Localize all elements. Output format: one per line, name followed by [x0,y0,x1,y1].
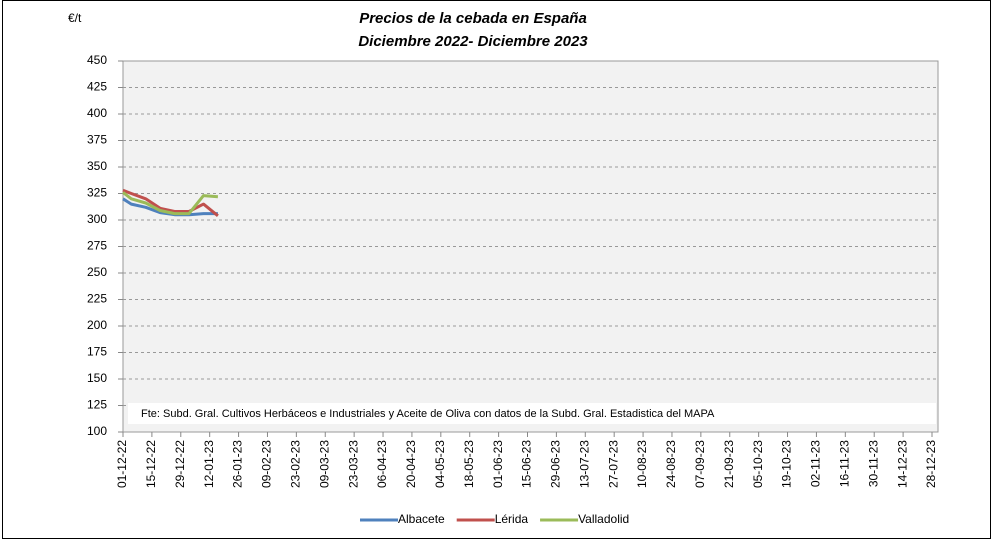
x-tick-label: 21-09-23 [722,440,736,488]
annotation: Fte: Subd. Gral. Cultivos Herbáceos e In… [141,408,715,420]
y-tick-label: 350 [87,159,107,173]
legend-label: Lérida [495,512,529,526]
x-tick-label: 14-12-23 [895,440,909,488]
x-tick-label: 18-05-23 [462,440,476,488]
annotation-box [128,403,936,424]
y-tick-label: 100 [87,424,107,438]
x-tick-label: 29-12-22 [173,440,187,488]
x-tick-label: 23-02-23 [289,440,303,488]
legend-label: Albacete [398,512,445,526]
y-tick-label: 375 [87,133,107,147]
y-tick-label: 400 [87,106,107,120]
legend-label: Valladolid [578,512,629,526]
series-line [122,188,219,217]
x-tick-label: 07-09-23 [693,440,707,488]
x-tick-label: 23-03-23 [346,440,360,488]
series-line [122,191,219,216]
chart-title: Precios de la cebada en España [359,10,587,27]
y-tick-label: 125 [87,398,107,412]
y-axis-label: €/t [68,11,82,25]
x-tick-label: 24-08-23 [664,440,678,488]
x-tick-label: 16-11-23 [837,440,851,487]
y-tick-label: 225 [87,292,107,306]
y-tick-label: 325 [87,186,107,200]
x-tick-label: 26-01-23 [231,440,245,488]
y-tick-label: 450 [87,53,107,67]
x-tick-label: 06-04-23 [375,440,389,488]
y-tick-label: 200 [87,318,107,332]
y-tick-label: 275 [87,239,107,253]
x-tick-label: 15-06-23 [520,440,534,488]
x-tick-label: 09-02-23 [260,440,274,488]
x-tick-label: 28-12-23 [924,440,938,488]
y-tick-label: 300 [87,212,107,226]
x-tick-label: 27-07-23 [606,440,620,488]
x-tick-label: 01-12-22 [115,440,129,488]
x-tick-label: 02-11-23 [809,440,823,487]
y-tick-label: 425 [87,80,107,94]
x-tick-label: 04-05-23 [433,440,447,488]
x-tick-label: 20-04-23 [404,440,418,488]
y-tick-label: 175 [87,345,107,359]
x-tick-label: 29-06-23 [549,440,563,488]
x-tick-label: 09-03-23 [317,440,331,488]
x-tick-label: 30-11-23 [866,440,880,487]
x-tick-label: 15-12-22 [144,440,158,488]
x-tick-label: 12-01-23 [202,440,216,488]
x-tick-label: 13-07-23 [577,440,591,488]
x-tick-label: 01-06-23 [491,440,505,488]
y-tick-label: 150 [87,371,107,385]
x-tick-label: 10-08-23 [635,440,649,488]
x-tick-label: 05-10-23 [751,440,765,488]
y-tick-label: 250 [87,265,107,279]
chart-subtitle: Diciembre 2022- Diciembre 2023 [358,33,588,50]
series-line [122,197,218,217]
x-tick-label: 19-10-23 [780,440,794,488]
